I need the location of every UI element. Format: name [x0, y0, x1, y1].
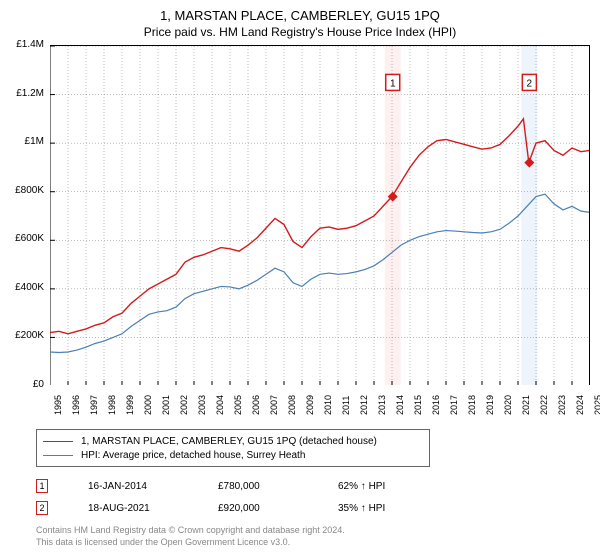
- x-tick-label: 2011: [341, 396, 351, 415]
- transaction-diff: 35% ↑ HPI: [338, 503, 385, 514]
- x-tick-label: 2004: [215, 395, 225, 415]
- x-tick-label: 2022: [539, 395, 549, 415]
- chart-area: 12 £0£200K£400K£600K£800K£1M£1.2M£1.4M: [50, 45, 590, 385]
- y-tick-label: £1M: [4, 136, 44, 147]
- x-tick-label: 2007: [269, 395, 279, 415]
- y-tick-label: £200K: [4, 330, 44, 341]
- y-tick-label: £800K: [4, 185, 44, 196]
- chart-plot: 12: [50, 45, 590, 385]
- x-tick-label: 2019: [485, 395, 495, 415]
- y-tick-label: £1.2M: [4, 88, 44, 99]
- transaction-rows: 1 16-JAN-2014 £780,000 62% ↑ HPI 2 18-AUG-202…: [36, 475, 600, 519]
- x-axis-labels: 1995 1996 1997 1998 1999 2000 2001 2002 2003 2004…: [50, 385, 590, 425]
- transaction-marker-icon: 1: [36, 479, 48, 493]
- x-tick-label: 1995: [53, 395, 63, 415]
- x-tick-label: 2023: [557, 395, 567, 415]
- x-tick-label: 2012: [359, 395, 369, 415]
- x-tick-label: 2018: [467, 395, 477, 415]
- chart-container: 1, MARSTAN PLACE, CAMBERLEY, GU15 1PQ Pr…: [0, 0, 600, 560]
- x-tick-label: 2013: [377, 395, 387, 415]
- legend-line-icon: [43, 455, 73, 456]
- y-tick-label: £1.4M: [4, 39, 44, 50]
- chart-title: 1, MARSTAN PLACE, CAMBERLEY, GU15 1PQ: [0, 0, 600, 23]
- x-tick-label: 2000: [143, 395, 153, 415]
- x-tick-label: 1996: [71, 395, 81, 415]
- y-tick-label: £400K: [4, 282, 44, 293]
- x-tick-label: 2008: [287, 395, 297, 415]
- x-tick-label: 1999: [125, 395, 135, 415]
- footer-line2: This data is licensed under the Open Gov…: [36, 537, 600, 549]
- x-tick-label: 2003: [197, 395, 207, 415]
- legend-item: 1, MARSTAN PLACE, CAMBERLEY, GU15 1PQ (d…: [43, 434, 423, 448]
- x-tick-label: 2015: [413, 395, 423, 415]
- legend-line-icon: [43, 441, 73, 442]
- x-tick-label: 2005: [233, 395, 243, 415]
- x-tick-label: 1997: [89, 395, 99, 415]
- transaction-date: 16-JAN-2014: [88, 481, 178, 492]
- x-tick-label: 2006: [251, 395, 261, 415]
- transaction-price: £780,000: [218, 481, 298, 492]
- transaction-row: 1 16-JAN-2014 £780,000 62% ↑ HPI: [36, 475, 600, 497]
- y-tick-label: £0: [4, 379, 44, 390]
- x-tick-label: 2020: [503, 395, 513, 415]
- footer-line1: Contains HM Land Registry data © Crown c…: [36, 525, 600, 537]
- legend-label: HPI: Average price, detached house, Surr…: [81, 450, 305, 461]
- x-tick-label: 2025: [593, 395, 600, 415]
- x-tick-label: 2002: [179, 395, 189, 415]
- x-tick-label: 2001: [161, 395, 171, 415]
- transaction-date: 18-AUG-2021: [88, 503, 178, 514]
- transaction-price: £920,000: [218, 503, 298, 514]
- chart-subtitle: Price paid vs. HM Land Registry's House …: [0, 23, 600, 45]
- x-tick-label: 2016: [431, 395, 441, 415]
- x-tick-label: 2021: [521, 395, 531, 415]
- transaction-row: 2 18-AUG-2021 £920,000 35% ↑ HPI: [36, 497, 600, 519]
- x-tick-label: 2009: [305, 395, 315, 415]
- footer-note: Contains HM Land Registry data © Crown c…: [36, 525, 600, 548]
- x-tick-label: 2014: [395, 395, 405, 415]
- x-tick-label: 1998: [107, 395, 117, 415]
- x-tick-label: 2010: [323, 395, 333, 415]
- y-tick-label: £600K: [4, 233, 44, 244]
- transaction-diff: 62% ↑ HPI: [338, 481, 385, 492]
- svg-text:2: 2: [527, 78, 533, 89]
- legend: 1, MARSTAN PLACE, CAMBERLEY, GU15 1PQ (d…: [36, 429, 430, 467]
- transaction-marker-icon: 2: [36, 501, 48, 515]
- svg-text:1: 1: [390, 78, 396, 89]
- x-tick-label: 2017: [449, 395, 459, 415]
- legend-item: HPI: Average price, detached house, Surr…: [43, 448, 423, 462]
- legend-label: 1, MARSTAN PLACE, CAMBERLEY, GU15 1PQ (d…: [81, 436, 377, 447]
- x-tick-label: 2024: [575, 395, 585, 415]
